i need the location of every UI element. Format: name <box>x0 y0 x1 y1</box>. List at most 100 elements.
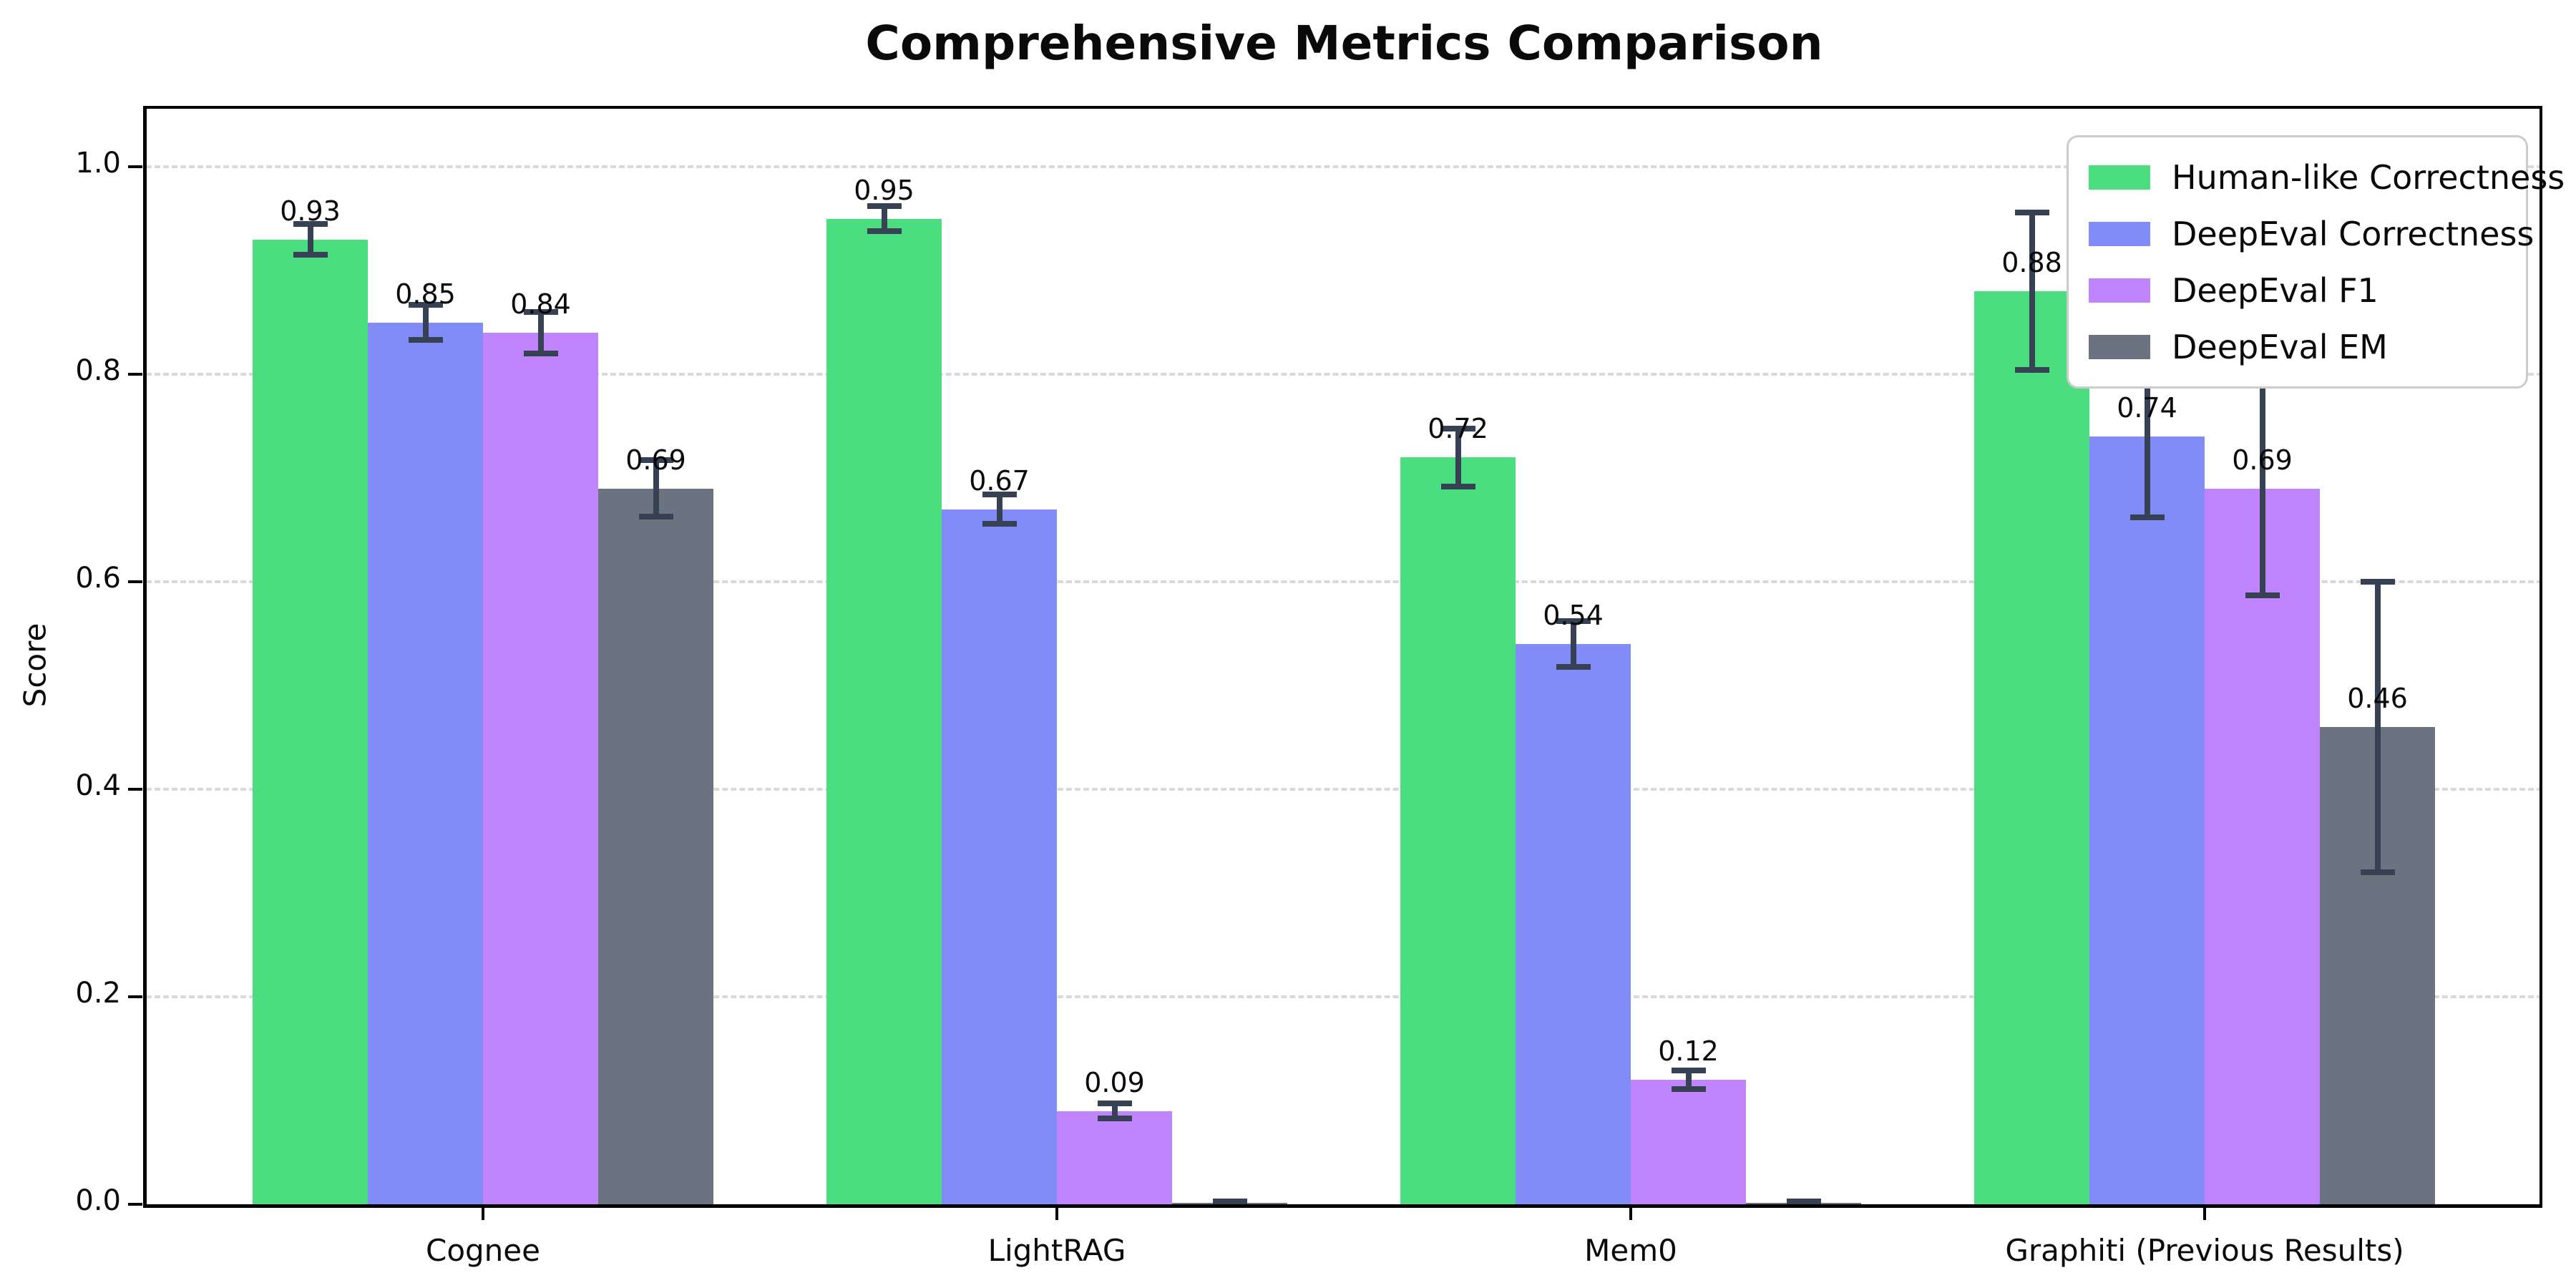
error-bar-cap-bottom <box>2129 514 2165 521</box>
error-bar-cap-top <box>1440 425 1475 431</box>
bar-value-label: 0.54 <box>1543 600 1604 632</box>
bar-deepeval-f1-2 <box>1057 1111 1172 1204</box>
error-bar-cap-bottom <box>2360 869 2395 876</box>
error-bar-cap-bottom <box>1671 1086 1706 1093</box>
y-tick-mark <box>128 580 142 584</box>
legend-swatch-deepeval-em <box>2089 334 2150 359</box>
error-bar-cap-top <box>523 309 558 316</box>
y-tick-mark <box>128 788 142 791</box>
error-bar-cap-top <box>982 492 1017 498</box>
error-bar <box>307 223 313 255</box>
gridline-0.6 <box>146 580 2542 584</box>
error-bar-cap-top <box>1786 1198 1821 1204</box>
error-bar-cap-top <box>1671 1067 1706 1073</box>
x-tick-mark <box>1055 1204 1058 1220</box>
legend-swatch-deepeval-correctness <box>2089 221 2150 246</box>
error-bar-cap-top <box>2360 579 2395 585</box>
error-bar <box>1685 1070 1692 1090</box>
error-bar-cap-top <box>1097 1101 1132 1107</box>
error-bar <box>996 494 1002 524</box>
error-bar <box>881 206 887 232</box>
bar-value-label: 0.12 <box>1658 1035 1719 1068</box>
bar-value-label: 0.85 <box>395 278 456 310</box>
bar-value-label: 0.88 <box>2001 247 2062 279</box>
y-tick-label: 0.0 <box>75 1184 121 1217</box>
x-tick-label-1: Cognee <box>426 1233 540 1268</box>
bar-value-label: 0.09 <box>1084 1066 1145 1098</box>
legend-item: DeepEval Correctness <box>2089 215 2534 253</box>
x-tick-label-3: Mem0 <box>1584 1233 1677 1268</box>
error-bar <box>2259 381 2265 595</box>
error-bar-cap-bottom <box>293 252 328 258</box>
y-tick-label: 0.8 <box>75 354 121 388</box>
x-tick-mark <box>2203 1204 2206 1220</box>
y-tick-mark <box>128 373 142 376</box>
bar-value-label: 0.69 <box>2232 444 2293 476</box>
error-bar-cap-bottom <box>2014 367 2049 374</box>
bar-deepeval-correctness-1 <box>368 322 483 1204</box>
bar-deepeval-f1-1 <box>483 333 598 1204</box>
bar-human-like-correctness-4 <box>1974 291 2089 1204</box>
bar-deepeval-f1-3 <box>1631 1080 1746 1204</box>
error-bar-cap-top <box>1212 1198 1247 1204</box>
bar-human-like-correctness-3 <box>1400 457 1516 1204</box>
legend-label: DeepEval F1 <box>2172 270 2379 310</box>
error-bar <box>2144 356 2150 518</box>
bar-value-label: 0.84 <box>510 288 571 321</box>
legend-label: Human-like Correctness <box>2172 157 2565 197</box>
error-bar-cap-bottom <box>408 337 443 343</box>
x-tick-mark <box>1629 1204 1632 1220</box>
error-bar <box>653 460 659 517</box>
legend-swatch-human-like-correctness <box>2089 165 2150 190</box>
bar-value-label: 0.74 <box>2117 392 2177 424</box>
x-tick-mark <box>482 1204 484 1220</box>
bar-deepeval-correctness-2 <box>942 509 1057 1204</box>
gridline-0.4 <box>146 788 2542 791</box>
bar-value-label: 0.69 <box>625 444 686 476</box>
error-bar <box>2029 212 2035 371</box>
y-tick-label: 0.4 <box>75 769 121 803</box>
error-bar-cap-bottom <box>1097 1115 1132 1121</box>
error-bar-cap-top <box>293 220 328 227</box>
error-bar <box>537 312 544 354</box>
error-bar-cap-top <box>408 302 443 308</box>
error-bar-cap-bottom <box>1440 483 1475 489</box>
bar-value-label: 0.46 <box>2347 683 2408 715</box>
error-bar-cap-bottom <box>638 513 673 519</box>
error-bar-cap-top <box>867 203 902 210</box>
legend: Human-like Correctness DeepEval Correctne… <box>2067 135 2565 389</box>
bar-deepeval-correctness-3 <box>1516 644 1631 1204</box>
bar-deepeval-f1-4 <box>2205 488 2320 1204</box>
gridline-1.0 <box>146 165 2542 169</box>
bar-value-label: 0.95 <box>854 174 914 206</box>
error-bar <box>422 305 429 341</box>
x-tick-label-4: Graphiti (Previous Results) <box>2005 1233 2404 1268</box>
bar-human-like-correctness-2 <box>826 218 942 1204</box>
bar-value-label: 0.67 <box>969 464 1030 497</box>
error-bar <box>2374 582 2381 873</box>
x-tick-label-2: LightRAG <box>987 1233 1126 1268</box>
legend-swatch-deepeval-f1 <box>2089 278 2150 303</box>
bar-deepeval-correctness-4 <box>2089 436 2205 1204</box>
bar-deepeval-em-1 <box>598 488 713 1204</box>
error-bar-cap-bottom <box>1556 663 1591 670</box>
error-bar <box>1111 1103 1118 1118</box>
error-bar-cap-bottom <box>982 520 1017 527</box>
legend-label: DeepEval EM <box>2172 327 2388 366</box>
error-bar-cap-bottom <box>523 351 558 357</box>
legend-label: DeepEval Correctness <box>2172 214 2534 253</box>
y-tick-label: 0.2 <box>75 977 121 1010</box>
error-bar-cap-bottom <box>867 228 902 235</box>
plot-frame <box>143 106 2542 1208</box>
error-bar-cap-top <box>1556 618 1591 625</box>
y-tick-mark <box>128 1203 142 1206</box>
error-bar-cap-top <box>2014 209 2049 215</box>
y-tick-label: 0.6 <box>75 562 121 595</box>
error-bar <box>1570 621 1576 667</box>
gridline-0.8 <box>146 373 2542 376</box>
y-tick-mark <box>128 995 142 999</box>
gridline-0.2 <box>146 995 2542 999</box>
y-tick-mark <box>128 165 142 169</box>
y-axis-label: Score <box>17 623 53 708</box>
